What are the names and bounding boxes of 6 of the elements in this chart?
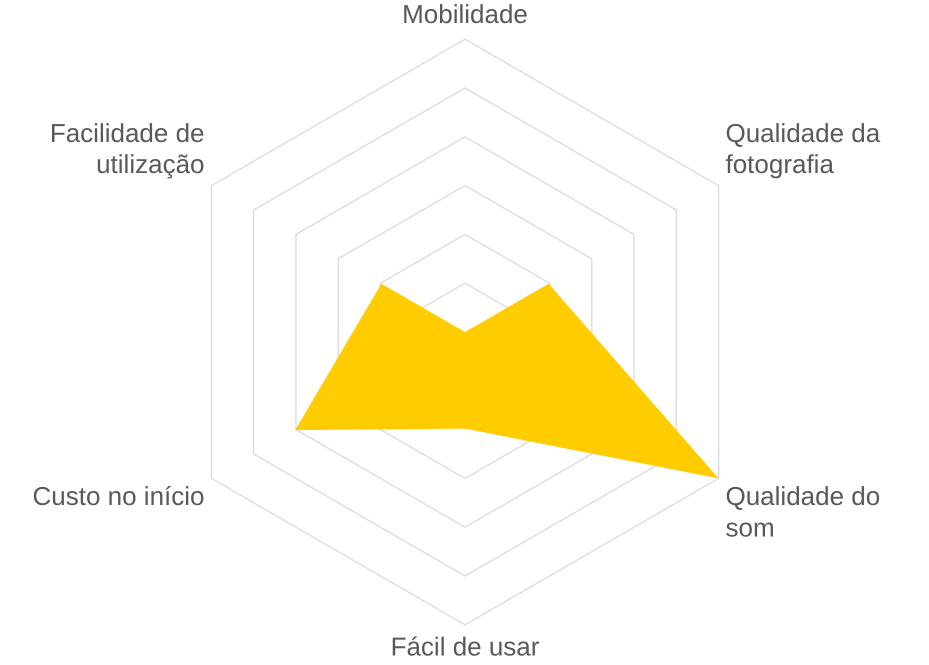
spoke-label: Qualidade da fotografia [726,118,881,180]
spoke-label: Mobilidade [402,0,528,29]
spoke-label: Facilidade de utilização [50,118,204,180]
spoke-label: Custo no início [32,481,204,512]
spoke-label: Qualidade do som [726,481,880,542]
spoke-label: Fácil de usar [390,632,540,662]
